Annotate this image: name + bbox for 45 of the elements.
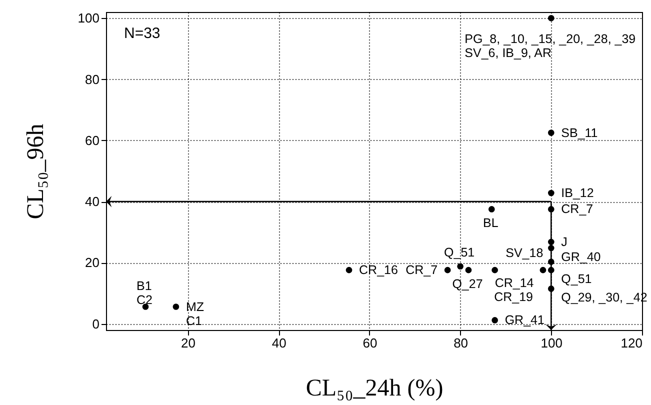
annotation: BL: [483, 216, 498, 230]
point: [540, 266, 546, 274]
annotation: CR_7: [561, 202, 594, 216]
annotation: Q_51: [444, 245, 475, 260]
annotation: MZ C1: [186, 300, 204, 328]
y-tick-label: 20: [85, 255, 100, 270]
x-tick-label: 100: [540, 336, 563, 350]
annotation: GR_41: [504, 313, 544, 328]
annotation: IB_12: [561, 186, 594, 200]
y-tick-label: 80: [85, 72, 100, 87]
y-tick-label: 40: [85, 194, 100, 210]
y-tick-label: 100: [78, 10, 100, 26]
x-tick-label: 40: [272, 336, 286, 350]
point: [492, 266, 498, 274]
annotation: CR_16: [359, 263, 398, 278]
point: [548, 130, 554, 136]
annotation: CR_14: [494, 276, 534, 290]
point: [492, 317, 498, 324]
annotation: CR_7: [406, 263, 438, 278]
point: [548, 14, 554, 22]
x-tick-label: 120: [620, 336, 642, 350]
annotation: CR_19: [494, 290, 534, 304]
y-tick-label: 60: [85, 132, 100, 148]
x-tick-label: 60: [362, 336, 378, 350]
point: [172, 304, 180, 310]
point: [457, 263, 464, 270]
annotation: SV_18: [506, 246, 544, 260]
point: [548, 190, 554, 196]
annotation: N=33: [124, 25, 160, 42]
x-axis-title: CL₅₀_24h (%): [306, 376, 444, 402]
point: [488, 206, 495, 212]
point: [346, 266, 352, 274]
y-axis-title: CL₅₀_96h: [22, 124, 49, 220]
annotation: SB_11: [561, 126, 598, 140]
y-tick-label: 0: [92, 316, 100, 332]
annotation: GR_40: [561, 250, 601, 264]
annotation: B1 C2: [136, 278, 153, 307]
annotation: Q_27: [452, 277, 483, 292]
annotation: J: [561, 234, 568, 249]
x-tick-label: 20: [181, 336, 196, 350]
point: [444, 266, 451, 274]
x-tick-label: 80: [454, 336, 468, 350]
annotation: PG_8, _10, _15, _20, _28, _39 SV_6, IB_9, AR: [464, 32, 636, 60]
annotation: Q_51: [561, 272, 592, 286]
point: [465, 266, 472, 274]
